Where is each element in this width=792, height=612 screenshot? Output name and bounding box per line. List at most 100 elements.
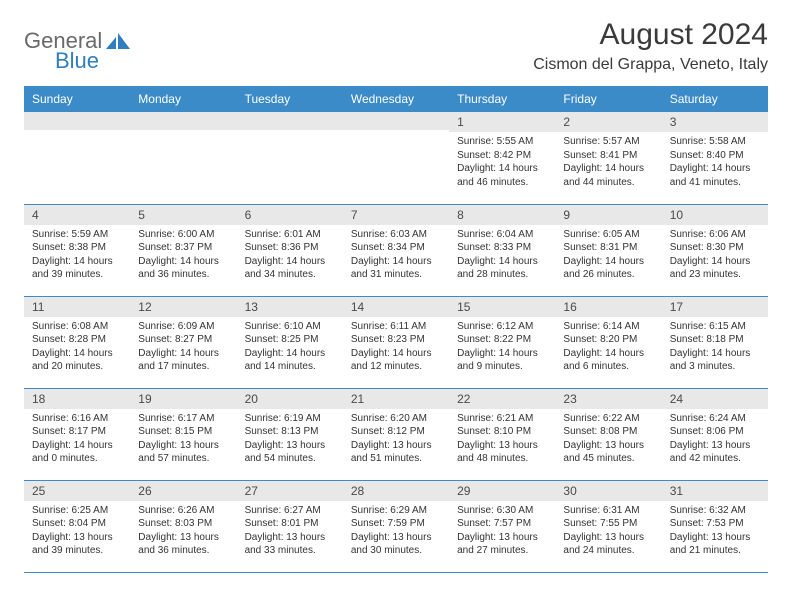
- day-number: 12: [130, 297, 236, 317]
- day-number: [237, 112, 343, 130]
- sunset-text: Sunset: 8:18 PM: [670, 333, 760, 347]
- day-number: 7: [343, 205, 449, 225]
- daylight-text: Daylight: 14 hours and 34 minutes.: [245, 255, 335, 282]
- day-number: [24, 112, 130, 130]
- day-details: Sunrise: 6:15 AMSunset: 8:18 PMDaylight:…: [662, 317, 768, 380]
- day-details: Sunrise: 6:21 AMSunset: 8:10 PMDaylight:…: [449, 409, 555, 472]
- day-number: 19: [130, 389, 236, 409]
- sunset-text: Sunset: 8:38 PM: [32, 241, 122, 255]
- daylight-text: Daylight: 14 hours and 9 minutes.: [457, 347, 547, 374]
- sunrise-text: Sunrise: 6:31 AM: [563, 504, 653, 518]
- daylight-text: Daylight: 14 hours and 12 minutes.: [351, 347, 441, 374]
- sunrise-text: Sunrise: 6:15 AM: [670, 320, 760, 334]
- day-details: Sunrise: 6:16 AMSunset: 8:17 PMDaylight:…: [24, 409, 130, 472]
- sunrise-text: Sunrise: 6:03 AM: [351, 228, 441, 242]
- sunrise-text: Sunrise: 5:58 AM: [670, 135, 760, 149]
- calendar-day-cell: 31Sunrise: 6:32 AMSunset: 7:53 PMDayligh…: [662, 480, 768, 572]
- sunrise-text: Sunrise: 6:30 AM: [457, 504, 547, 518]
- calendar-day-cell: 24Sunrise: 6:24 AMSunset: 8:06 PMDayligh…: [662, 388, 768, 480]
- month-title: August 2024: [533, 18, 768, 52]
- day-details: Sunrise: 6:06 AMSunset: 8:30 PMDaylight:…: [662, 225, 768, 288]
- daylight-text: Daylight: 14 hours and 46 minutes.: [457, 162, 547, 189]
- calendar-day-cell: 21Sunrise: 6:20 AMSunset: 8:12 PMDayligh…: [343, 388, 449, 480]
- day-details: Sunrise: 6:25 AMSunset: 8:04 PMDaylight:…: [24, 501, 130, 564]
- sunset-text: Sunset: 8:40 PM: [670, 149, 760, 163]
- day-number: 23: [555, 389, 661, 409]
- sunrise-text: Sunrise: 5:57 AM: [563, 135, 653, 149]
- sunrise-text: Sunrise: 6:06 AM: [670, 228, 760, 242]
- sunrise-text: Sunrise: 6:11 AM: [351, 320, 441, 334]
- sunrise-text: Sunrise: 6:27 AM: [245, 504, 335, 518]
- daylight-text: Daylight: 13 hours and 30 minutes.: [351, 531, 441, 558]
- sunrise-text: Sunrise: 6:01 AM: [245, 228, 335, 242]
- daylight-text: Daylight: 13 hours and 27 minutes.: [457, 531, 547, 558]
- calendar-week-row: 11Sunrise: 6:08 AMSunset: 8:28 PMDayligh…: [24, 296, 768, 388]
- calendar-week-row: 18Sunrise: 6:16 AMSunset: 8:17 PMDayligh…: [24, 388, 768, 480]
- sunset-text: Sunset: 7:55 PM: [563, 517, 653, 531]
- calendar-day-cell: 19Sunrise: 6:17 AMSunset: 8:15 PMDayligh…: [130, 388, 236, 480]
- sunset-text: Sunset: 8:34 PM: [351, 241, 441, 255]
- day-details: Sunrise: 6:24 AMSunset: 8:06 PMDaylight:…: [662, 409, 768, 472]
- day-details: [130, 130, 236, 139]
- calendar-table: Sunday Monday Tuesday Wednesday Thursday…: [24, 86, 768, 573]
- day-number: 25: [24, 481, 130, 501]
- day-details: Sunrise: 5:57 AMSunset: 8:41 PMDaylight:…: [555, 132, 661, 195]
- calendar-day-cell: 4Sunrise: 5:59 AMSunset: 8:38 PMDaylight…: [24, 204, 130, 296]
- weekday-header: Saturday: [662, 86, 768, 112]
- daylight-text: Daylight: 14 hours and 6 minutes.: [563, 347, 653, 374]
- day-details: Sunrise: 6:09 AMSunset: 8:27 PMDaylight:…: [130, 317, 236, 380]
- day-number: 10: [662, 205, 768, 225]
- calendar-day-cell: 15Sunrise: 6:12 AMSunset: 8:22 PMDayligh…: [449, 296, 555, 388]
- calendar-day-cell: [237, 112, 343, 204]
- sunset-text: Sunset: 8:06 PM: [670, 425, 760, 439]
- calendar-day-cell: 9Sunrise: 6:05 AMSunset: 8:31 PMDaylight…: [555, 204, 661, 296]
- calendar-day-cell: 17Sunrise: 6:15 AMSunset: 8:18 PMDayligh…: [662, 296, 768, 388]
- day-details: Sunrise: 6:20 AMSunset: 8:12 PMDaylight:…: [343, 409, 449, 472]
- daylight-text: Daylight: 14 hours and 41 minutes.: [670, 162, 760, 189]
- calendar-day-cell: 26Sunrise: 6:26 AMSunset: 8:03 PMDayligh…: [130, 480, 236, 572]
- daylight-text: Daylight: 14 hours and 26 minutes.: [563, 255, 653, 282]
- calendar-week-row: 25Sunrise: 6:25 AMSunset: 8:04 PMDayligh…: [24, 480, 768, 572]
- day-details: Sunrise: 6:03 AMSunset: 8:34 PMDaylight:…: [343, 225, 449, 288]
- day-number: 28: [343, 481, 449, 501]
- sunset-text: Sunset: 8:28 PM: [32, 333, 122, 347]
- day-number: 9: [555, 205, 661, 225]
- daylight-text: Daylight: 14 hours and 17 minutes.: [138, 347, 228, 374]
- day-number: 6: [237, 205, 343, 225]
- calendar-day-cell: 14Sunrise: 6:11 AMSunset: 8:23 PMDayligh…: [343, 296, 449, 388]
- weekday-header: Friday: [555, 86, 661, 112]
- calendar-day-cell: 11Sunrise: 6:08 AMSunset: 8:28 PMDayligh…: [24, 296, 130, 388]
- calendar-day-cell: 6Sunrise: 6:01 AMSunset: 8:36 PMDaylight…: [237, 204, 343, 296]
- calendar-day-cell: 20Sunrise: 6:19 AMSunset: 8:13 PMDayligh…: [237, 388, 343, 480]
- daylight-text: Daylight: 13 hours and 45 minutes.: [563, 439, 653, 466]
- logo-text-blue: Blue: [55, 48, 99, 74]
- daylight-text: Daylight: 14 hours and 14 minutes.: [245, 347, 335, 374]
- day-number: 22: [449, 389, 555, 409]
- day-details: Sunrise: 6:00 AMSunset: 8:37 PMDaylight:…: [130, 225, 236, 288]
- weekday-header: Monday: [130, 86, 236, 112]
- calendar-body: 1Sunrise: 5:55 AMSunset: 8:42 PMDaylight…: [24, 112, 768, 572]
- sunset-text: Sunset: 8:04 PM: [32, 517, 122, 531]
- daylight-text: Daylight: 13 hours and 33 minutes.: [245, 531, 335, 558]
- sunset-text: Sunset: 8:27 PM: [138, 333, 228, 347]
- sunrise-text: Sunrise: 6:08 AM: [32, 320, 122, 334]
- daylight-text: Daylight: 13 hours and 54 minutes.: [245, 439, 335, 466]
- sunrise-text: Sunrise: 6:12 AM: [457, 320, 547, 334]
- calendar-day-cell: 16Sunrise: 6:14 AMSunset: 8:20 PMDayligh…: [555, 296, 661, 388]
- sunset-text: Sunset: 8:37 PM: [138, 241, 228, 255]
- daylight-text: Daylight: 14 hours and 39 minutes.: [32, 255, 122, 282]
- daylight-text: Daylight: 13 hours and 42 minutes.: [670, 439, 760, 466]
- day-details: Sunrise: 6:12 AMSunset: 8:22 PMDaylight:…: [449, 317, 555, 380]
- sunset-text: Sunset: 8:10 PM: [457, 425, 547, 439]
- sunset-text: Sunset: 8:41 PM: [563, 149, 653, 163]
- sunrise-text: Sunrise: 6:21 AM: [457, 412, 547, 426]
- calendar-day-cell: 27Sunrise: 6:27 AMSunset: 8:01 PMDayligh…: [237, 480, 343, 572]
- daylight-text: Daylight: 14 hours and 0 minutes.: [32, 439, 122, 466]
- calendar-page: General Blue August 2024 Cismon del Grap…: [0, 0, 792, 591]
- sunset-text: Sunset: 8:12 PM: [351, 425, 441, 439]
- calendar-week-row: 1Sunrise: 5:55 AMSunset: 8:42 PMDaylight…: [24, 112, 768, 204]
- sunrise-text: Sunrise: 5:55 AM: [457, 135, 547, 149]
- page-header: General Blue August 2024 Cismon del Grap…: [24, 18, 768, 74]
- calendar-day-cell: [130, 112, 236, 204]
- day-number: 3: [662, 112, 768, 132]
